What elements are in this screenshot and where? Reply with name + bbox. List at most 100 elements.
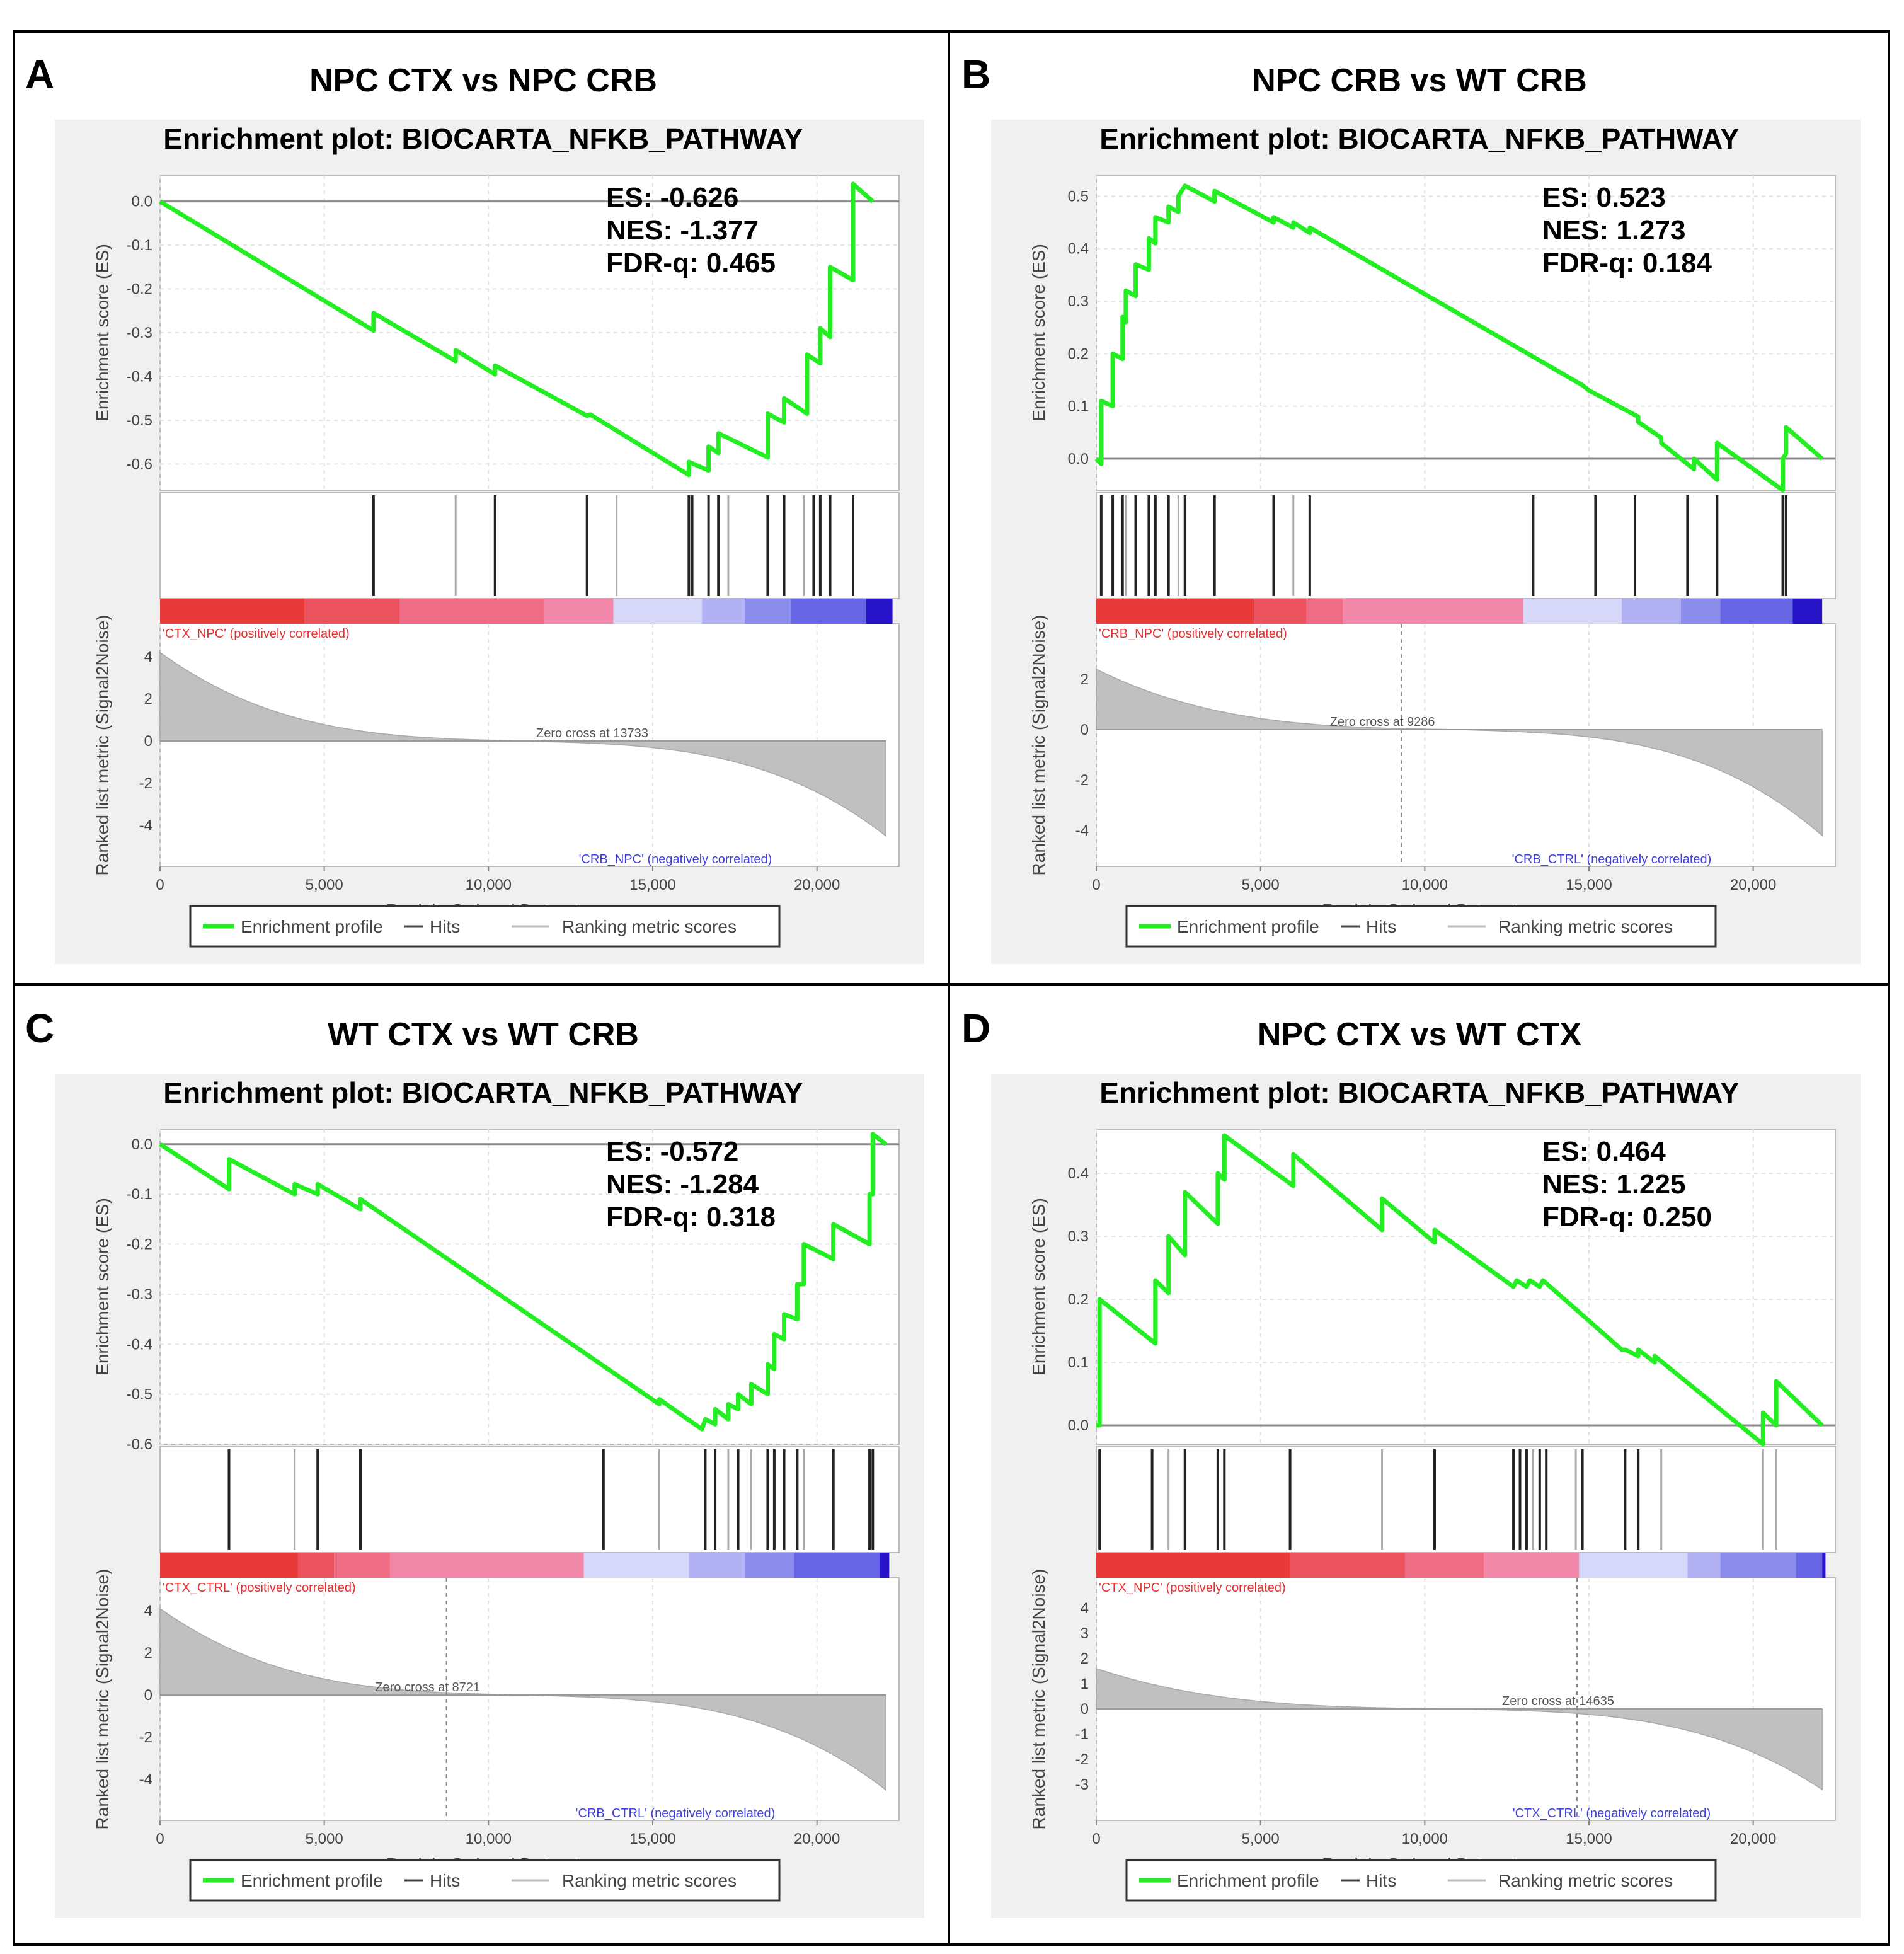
es-tick-label: 0.4: [1068, 1165, 1089, 1182]
metric-tick-label: -4: [139, 1771, 152, 1788]
legend-profile-label: Enrichment profile: [1177, 1871, 1319, 1890]
x-tick-label: 5,000: [1242, 876, 1280, 894]
panel-c: C WT CTX vs WT CRB Enrichment plot: BIOCAR…: [14, 986, 953, 1938]
heat-segment: [304, 599, 400, 624]
es-tick-label: -0.1: [127, 1186, 152, 1203]
enrichment-profile-line: [159, 1132, 888, 1432]
es-axis-label: Enrichment score (ES): [93, 244, 112, 422]
figure-frame: [13, 30, 1890, 1946]
es-axis-label: Enrichment score (ES): [93, 1198, 112, 1376]
heat-segment: [544, 599, 614, 624]
heat-segment: [1720, 1553, 1796, 1578]
x-tick-label: 5,000: [1242, 1830, 1280, 1848]
x-tick-label: 10,000: [1402, 876, 1448, 894]
zero-cross-label: Zero cross at 8721: [375, 1681, 480, 1694]
es-tick-label: -0.3: [127, 325, 152, 342]
x-tick-label: 15,000: [629, 876, 675, 894]
panel-title: NPC CTX vs NPC CRB: [309, 62, 657, 99]
es-tick-label: -0.2: [127, 1236, 152, 1253]
enrichment-chart-svg: A NPC CTX vs NPC CRB Enrichment plot: BIOC…: [25, 52, 924, 964]
es-tick-label: -0.4: [127, 1336, 152, 1353]
panel-letter: D: [961, 1006, 990, 1051]
panel-b: B NPC CRB vs WT CRB Enrichment plot: BIOCA…: [950, 32, 1889, 984]
heat-segment: [1687, 1553, 1721, 1578]
heat-segment: [744, 1553, 794, 1578]
heat-segment: [1622, 599, 1681, 624]
stat-fdr: FDR-q: 0.465: [606, 248, 776, 279]
zero-cross-label: Zero cross at 9286: [1330, 715, 1435, 729]
x-tick-label: 15,000: [629, 1830, 675, 1848]
metric-tick-label: 4: [1081, 1600, 1089, 1617]
heat-segment: [583, 1553, 689, 1578]
legend-box: [1125, 1859, 1717, 1902]
x-tick-label: 0: [1092, 876, 1100, 894]
legend-hits-label: Hits: [1366, 917, 1396, 936]
stat-es: ES: -0.572: [606, 1136, 738, 1167]
metric-axis-label: Ranked list metric (Signal2Noise): [1029, 615, 1048, 876]
es-plot-area: [1096, 175, 1836, 491]
metric-tick-label: 4: [144, 648, 152, 665]
legend-profile-label: Enrichment profile: [241, 917, 383, 936]
heat-segment: [1343, 599, 1523, 624]
legend-ranking-label: Ranking metric scores: [1498, 917, 1673, 936]
x-tick-label: 0: [1092, 1830, 1100, 1848]
metric-tick-label: -2: [139, 1729, 152, 1746]
es-axis-label: Enrichment score (ES): [1029, 1198, 1048, 1376]
heat-segment: [1792, 599, 1823, 624]
metric-tick-label: 3: [1081, 1625, 1089, 1642]
stat-fdr: FDR-q: 0.318: [606, 1202, 776, 1233]
es-tick-label: -0.3: [127, 1286, 152, 1303]
hits-plot-area: [159, 1446, 900, 1553]
enrichment-chart-svg: B NPC CRB vs WT CRB Enrichment plot: BIOCA…: [961, 52, 1861, 964]
es-tick-label: -0.1: [127, 237, 152, 254]
metric-tick-label: 0: [1081, 721, 1089, 738]
figure-divider-vertical: [948, 30, 950, 1946]
enrichment-profile-line: [1094, 183, 1824, 493]
stat-es: ES: -0.626: [606, 182, 738, 213]
heat-segment: [1306, 599, 1343, 624]
metric-tick-label: 2: [1081, 1650, 1089, 1667]
panel-letter: A: [25, 52, 54, 97]
heat-segment: [1405, 1553, 1484, 1578]
heat-segment: [1096, 599, 1254, 624]
heat-segment: [613, 599, 703, 624]
stat-nes: NES: -1.377: [606, 215, 759, 246]
es-plot-area: [1096, 1129, 1836, 1445]
heat-segment: [689, 1553, 745, 1578]
positive-correlation-label: 'CTX_NPC' (positively correlated): [1099, 1581, 1286, 1595]
stat-es: ES: 0.523: [1542, 182, 1666, 213]
es-tick-label: 0.1: [1068, 1354, 1089, 1371]
es-tick-label: 0.2: [1068, 345, 1089, 362]
zero-cross-label: Zero cross at 13733: [536, 727, 648, 740]
heat-segment: [790, 599, 866, 624]
heat-segment: [1523, 599, 1622, 624]
panel-letter: C: [25, 1006, 54, 1051]
heat-segment: [794, 1553, 880, 1578]
metric-tick-label: -3: [1075, 1776, 1089, 1793]
stat-nes: NES: 1.273: [1542, 215, 1685, 246]
metric-tick-label: 0: [1081, 1701, 1089, 1718]
metric-tick-label: -4: [1075, 822, 1089, 839]
legend-ranking-label: Ranking metric scores: [562, 917, 737, 936]
x-tick-label: 15,000: [1566, 876, 1612, 894]
enrichment-profile-line: [1096, 1133, 1824, 1447]
es-tick-label: 0.5: [1068, 188, 1089, 205]
heat-segment: [1484, 1553, 1580, 1578]
heat-segment: [1720, 599, 1793, 624]
negative-correlation-label: 'CRB_NPC' (negatively correlated): [579, 853, 772, 866]
es-tick-label: -0.6: [127, 456, 152, 473]
es-tick-label: 0.3: [1068, 1228, 1089, 1245]
enrichment-title: Enrichment plot: BIOCARTA_NFKB_PATHWAY: [1099, 122, 1739, 155]
panel-a: A NPC CTX vs NPC CRB Enrichment plot: BIOC…: [14, 32, 953, 984]
zero-cross-label: Zero cross at 14635: [1502, 1694, 1614, 1708]
heat-segment: [702, 599, 745, 624]
heat-segment: [866, 599, 893, 624]
legend-hits-label: Hits: [1366, 1871, 1396, 1890]
heat-segment: [160, 1553, 298, 1578]
es-tick-label: -0.2: [127, 281, 152, 298]
metric-axis-label: Ranked list metric (Signal2Noise): [93, 1569, 112, 1830]
negative-correlation-label: 'CRB_CTRL' (negatively correlated): [1512, 853, 1712, 866]
heat-segment: [334, 1553, 390, 1578]
metric-tick-label: 2: [144, 1645, 152, 1662]
enrichment-title: Enrichment plot: BIOCARTA_NFKB_PATHWAY: [163, 1076, 803, 1109]
